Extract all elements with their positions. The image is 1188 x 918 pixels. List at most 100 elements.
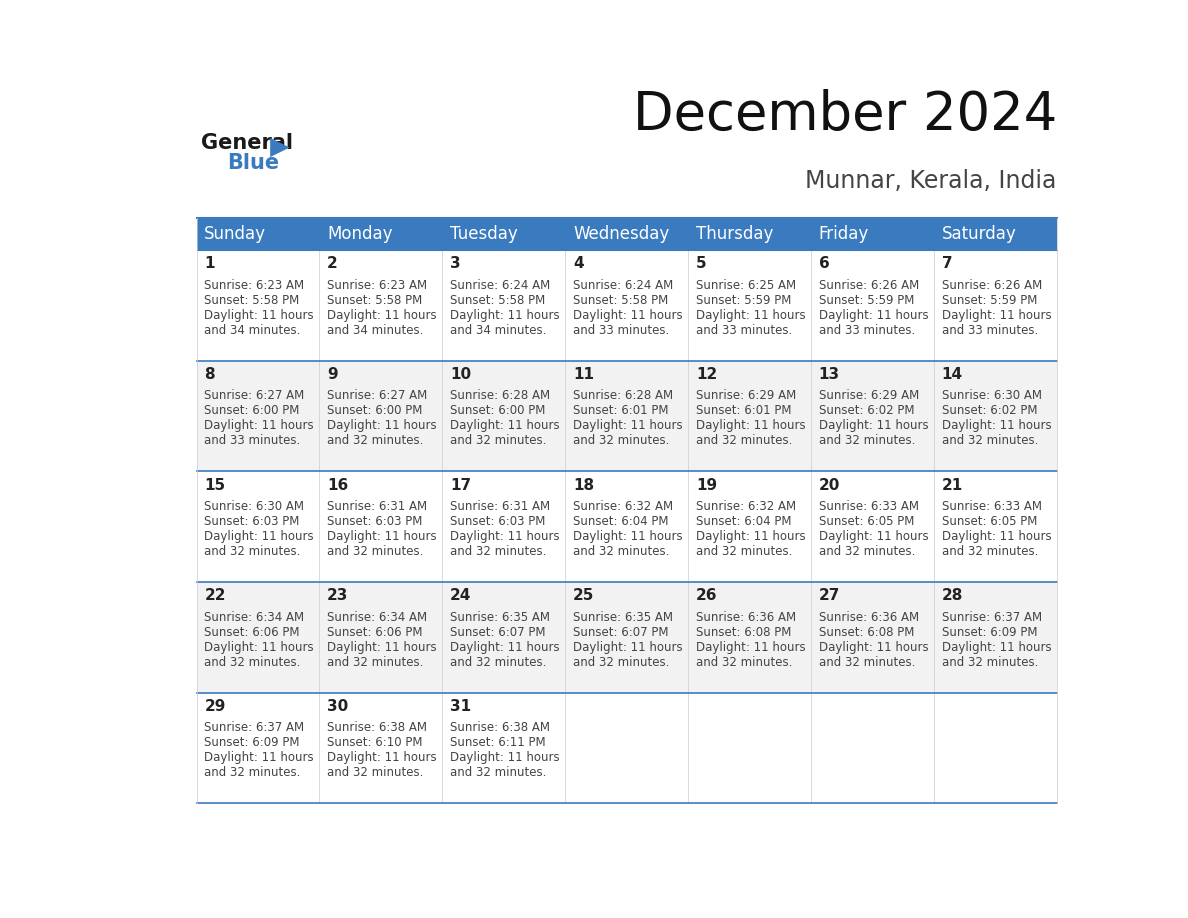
- Text: and 32 minutes.: and 32 minutes.: [450, 545, 546, 558]
- Text: 3: 3: [450, 256, 461, 272]
- Text: Daylight: 11 hours: Daylight: 11 hours: [696, 308, 805, 322]
- Text: and 34 minutes.: and 34 minutes.: [450, 324, 546, 337]
- Text: Daylight: 11 hours: Daylight: 11 hours: [327, 530, 437, 543]
- Text: 7: 7: [942, 256, 953, 272]
- Text: Sunrise: 6:34 AM: Sunrise: 6:34 AM: [204, 610, 304, 623]
- Text: Daylight: 11 hours: Daylight: 11 hours: [573, 420, 683, 432]
- Text: Sunrise: 6:29 AM: Sunrise: 6:29 AM: [696, 389, 796, 402]
- Text: Daylight: 11 hours: Daylight: 11 hours: [819, 530, 928, 543]
- Text: Sunrise: 6:38 AM: Sunrise: 6:38 AM: [450, 721, 550, 734]
- Bar: [320, 218, 442, 251]
- Text: Sunrise: 6:24 AM: Sunrise: 6:24 AM: [450, 279, 550, 292]
- Text: Daylight: 11 hours: Daylight: 11 hours: [696, 420, 805, 432]
- Text: 8: 8: [204, 367, 215, 382]
- Text: Daylight: 11 hours: Daylight: 11 hours: [204, 420, 314, 432]
- Text: Sunrise: 6:37 AM: Sunrise: 6:37 AM: [942, 610, 1042, 623]
- Text: Daylight: 11 hours: Daylight: 11 hours: [450, 308, 560, 322]
- Text: Sunrise: 6:28 AM: Sunrise: 6:28 AM: [450, 389, 550, 402]
- Text: 30: 30: [327, 699, 348, 714]
- Text: Daylight: 11 hours: Daylight: 11 hours: [573, 641, 683, 654]
- Bar: [196, 251, 1057, 361]
- Text: Sunrise: 6:36 AM: Sunrise: 6:36 AM: [696, 610, 796, 623]
- Text: Daylight: 11 hours: Daylight: 11 hours: [573, 308, 683, 322]
- Text: Tuesday: Tuesday: [450, 225, 518, 243]
- Text: 22: 22: [204, 588, 226, 603]
- Text: 15: 15: [204, 477, 226, 493]
- Text: Sunset: 6:00 PM: Sunset: 6:00 PM: [327, 404, 423, 418]
- Text: and 32 minutes.: and 32 minutes.: [942, 655, 1038, 668]
- Text: Sunrise: 6:31 AM: Sunrise: 6:31 AM: [327, 500, 428, 513]
- Text: and 32 minutes.: and 32 minutes.: [327, 545, 424, 558]
- Text: and 34 minutes.: and 34 minutes.: [327, 324, 424, 337]
- Text: Daylight: 11 hours: Daylight: 11 hours: [204, 641, 314, 654]
- Text: 29: 29: [204, 699, 226, 714]
- Text: Daylight: 11 hours: Daylight: 11 hours: [204, 530, 314, 543]
- Text: Sunset: 6:09 PM: Sunset: 6:09 PM: [204, 736, 299, 749]
- Text: Thursday: Thursday: [696, 225, 773, 243]
- Text: Sunday: Sunday: [204, 225, 266, 243]
- Text: 18: 18: [573, 477, 594, 493]
- Text: Daylight: 11 hours: Daylight: 11 hours: [450, 420, 560, 432]
- Text: 21: 21: [942, 477, 963, 493]
- Text: Saturday: Saturday: [942, 225, 1017, 243]
- Text: Sunrise: 6:33 AM: Sunrise: 6:33 AM: [819, 500, 918, 513]
- Text: Sunrise: 6:35 AM: Sunrise: 6:35 AM: [573, 610, 672, 623]
- Bar: [442, 218, 565, 251]
- Text: Sunset: 6:10 PM: Sunset: 6:10 PM: [327, 736, 423, 749]
- Text: Sunset: 6:00 PM: Sunset: 6:00 PM: [204, 404, 299, 418]
- Text: Sunrise: 6:24 AM: Sunrise: 6:24 AM: [573, 279, 674, 292]
- Text: 11: 11: [573, 367, 594, 382]
- Text: Sunrise: 6:27 AM: Sunrise: 6:27 AM: [327, 389, 428, 402]
- Text: Sunrise: 6:33 AM: Sunrise: 6:33 AM: [942, 500, 1042, 513]
- Text: Sunrise: 6:32 AM: Sunrise: 6:32 AM: [573, 500, 674, 513]
- Text: and 32 minutes.: and 32 minutes.: [204, 545, 301, 558]
- Text: Sunrise: 6:30 AM: Sunrise: 6:30 AM: [204, 500, 304, 513]
- Text: Blue: Blue: [228, 153, 279, 174]
- Text: and 32 minutes.: and 32 minutes.: [819, 434, 915, 447]
- Text: Munnar, Kerala, India: Munnar, Kerala, India: [805, 169, 1057, 194]
- Text: Sunset: 6:07 PM: Sunset: 6:07 PM: [573, 625, 669, 639]
- Text: Daylight: 11 hours: Daylight: 11 hours: [204, 308, 314, 322]
- Text: and 32 minutes.: and 32 minutes.: [327, 434, 424, 447]
- Text: 28: 28: [942, 588, 963, 603]
- Text: 5: 5: [696, 256, 707, 272]
- Text: Sunrise: 6:29 AM: Sunrise: 6:29 AM: [819, 389, 920, 402]
- Text: and 32 minutes.: and 32 minutes.: [819, 545, 915, 558]
- Text: Daylight: 11 hours: Daylight: 11 hours: [696, 530, 805, 543]
- Text: Daylight: 11 hours: Daylight: 11 hours: [942, 641, 1051, 654]
- Text: Sunset: 6:03 PM: Sunset: 6:03 PM: [204, 515, 299, 528]
- Text: 25: 25: [573, 588, 594, 603]
- Text: 23: 23: [327, 588, 348, 603]
- Bar: [934, 218, 1057, 251]
- Text: 4: 4: [573, 256, 583, 272]
- Text: and 34 minutes.: and 34 minutes.: [204, 324, 301, 337]
- Text: Sunset: 6:00 PM: Sunset: 6:00 PM: [450, 404, 545, 418]
- Text: 26: 26: [696, 588, 718, 603]
- Text: Daylight: 11 hours: Daylight: 11 hours: [942, 308, 1051, 322]
- Text: Sunset: 6:03 PM: Sunset: 6:03 PM: [327, 515, 423, 528]
- Text: 13: 13: [819, 367, 840, 382]
- Text: 24: 24: [450, 588, 472, 603]
- Bar: [811, 218, 934, 251]
- Text: 20: 20: [819, 477, 840, 493]
- Text: and 33 minutes.: and 33 minutes.: [204, 434, 301, 447]
- Text: Sunset: 6:02 PM: Sunset: 6:02 PM: [819, 404, 915, 418]
- Text: 16: 16: [327, 477, 348, 493]
- Text: Daylight: 11 hours: Daylight: 11 hours: [327, 308, 437, 322]
- Text: 12: 12: [696, 367, 718, 382]
- Bar: [196, 472, 1057, 582]
- Text: and 32 minutes.: and 32 minutes.: [327, 767, 424, 779]
- Text: and 32 minutes.: and 32 minutes.: [450, 655, 546, 668]
- Text: and 33 minutes.: and 33 minutes.: [696, 324, 792, 337]
- Text: Daylight: 11 hours: Daylight: 11 hours: [327, 751, 437, 764]
- Text: Sunrise: 6:23 AM: Sunrise: 6:23 AM: [204, 279, 304, 292]
- Text: 17: 17: [450, 477, 472, 493]
- Text: and 32 minutes.: and 32 minutes.: [942, 545, 1038, 558]
- Text: 14: 14: [942, 367, 962, 382]
- Text: Sunset: 5:58 PM: Sunset: 5:58 PM: [573, 294, 668, 307]
- Text: Sunrise: 6:27 AM: Sunrise: 6:27 AM: [204, 389, 304, 402]
- Text: Sunset: 6:04 PM: Sunset: 6:04 PM: [573, 515, 669, 528]
- Text: 9: 9: [327, 367, 337, 382]
- Text: Sunrise: 6:34 AM: Sunrise: 6:34 AM: [327, 610, 428, 623]
- Text: 6: 6: [819, 256, 829, 272]
